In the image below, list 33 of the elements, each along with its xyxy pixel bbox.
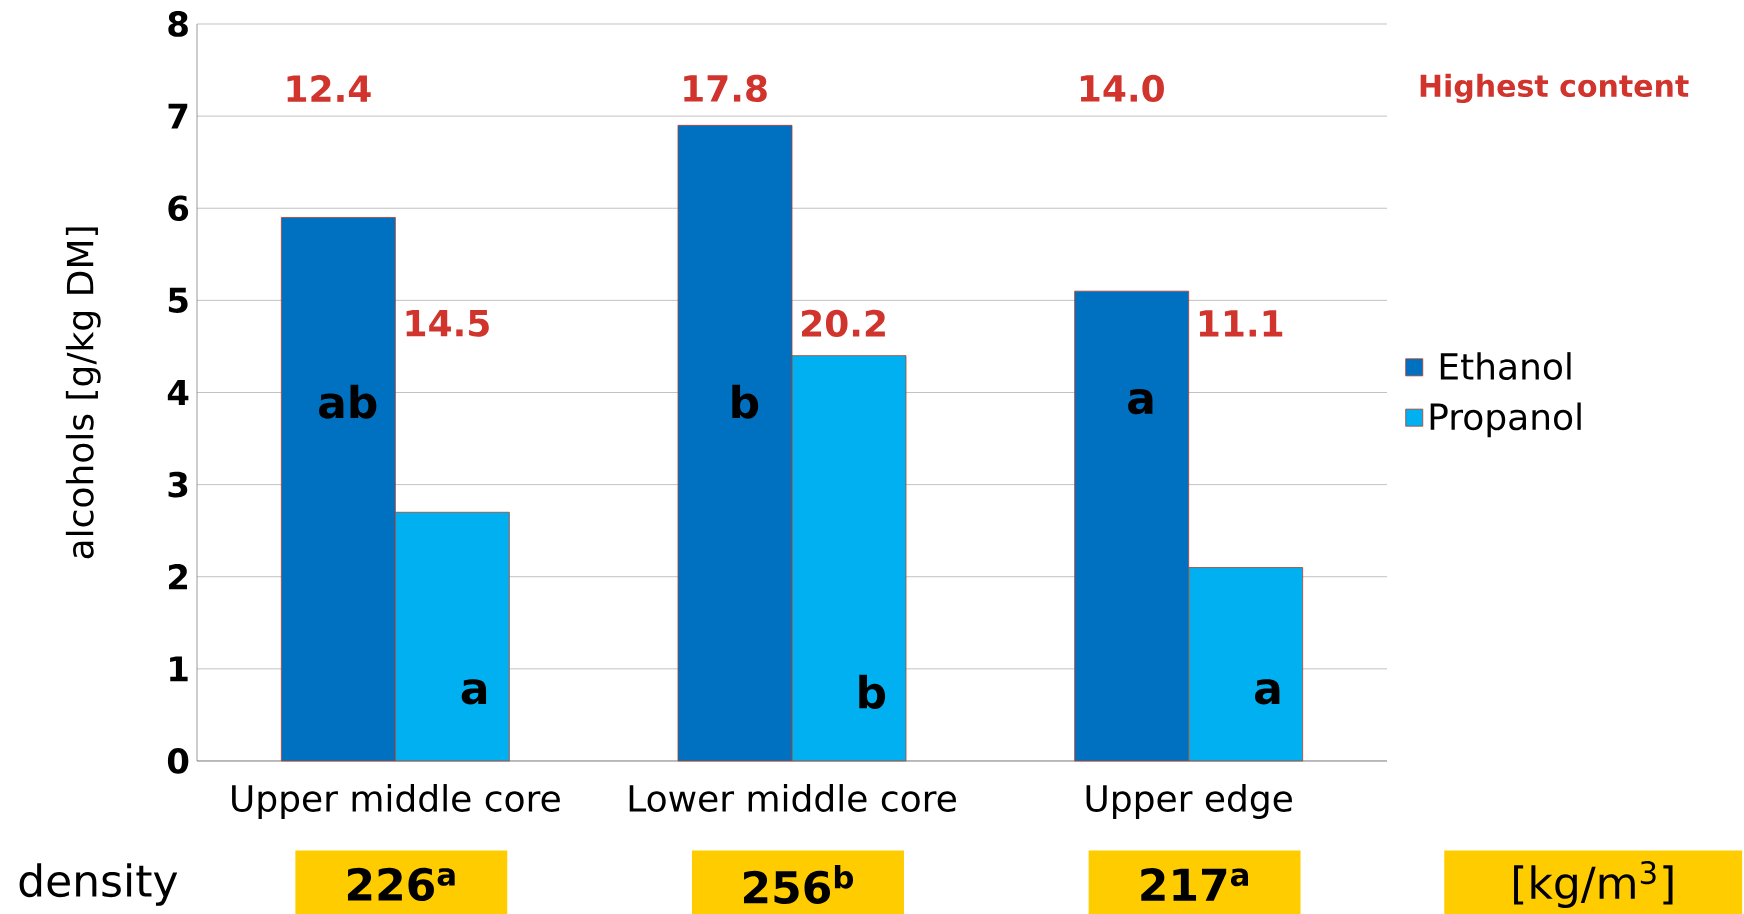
annotation: a <box>461 679 487 705</box>
y-tick-label: 4 <box>167 380 189 405</box>
x-tick-label: Upper middle core <box>232 784 560 819</box>
text: [kg/m$^{3}$] <box>1514 860 1673 908</box>
annotation: b <box>859 674 886 709</box>
y-tick-label: 1 <box>170 656 188 682</box>
annotation: 17.8 <box>684 74 767 103</box>
legend-label: Ethanol <box>1440 352 1571 380</box>
annotation: 11.1 <box>1199 310 1283 337</box>
annotation: a <box>1128 389 1153 415</box>
annotation: 12.4 <box>287 75 371 102</box>
legend-label: Propanol <box>1430 402 1581 438</box>
y-tick-label: 5 <box>168 287 188 313</box>
annotation: 14.0 <box>1080 74 1164 103</box>
x-tick-label: Lower middle core <box>629 784 956 812</box>
y-tick-label: 3 <box>168 471 188 498</box>
y-tick-label: 0 <box>167 748 189 774</box>
y-tick-label: 6 <box>168 195 189 222</box>
y-tick-label: 2 <box>168 564 187 590</box>
annotation: ab <box>319 384 377 419</box>
text: 217$^{a}$ <box>1141 868 1248 901</box>
annotation: a <box>1255 679 1280 705</box>
y-tick-label: 7 <box>168 103 188 129</box>
text: Highest content <box>1420 73 1689 104</box>
y-axis-title: alcohols [g/kg DM] <box>65 227 101 559</box>
x-tick-label: Upper edge <box>1086 784 1292 819</box>
annotation: b <box>732 384 759 419</box>
text: 226$^{a}$ <box>347 867 455 902</box>
y-tick-label: 8 <box>168 11 188 37</box>
text: 256$^{b}$ <box>743 864 854 904</box>
text: density <box>19 863 178 906</box>
annotation: 14.5 <box>406 310 489 337</box>
annotation: 20.2 <box>802 309 885 337</box>
